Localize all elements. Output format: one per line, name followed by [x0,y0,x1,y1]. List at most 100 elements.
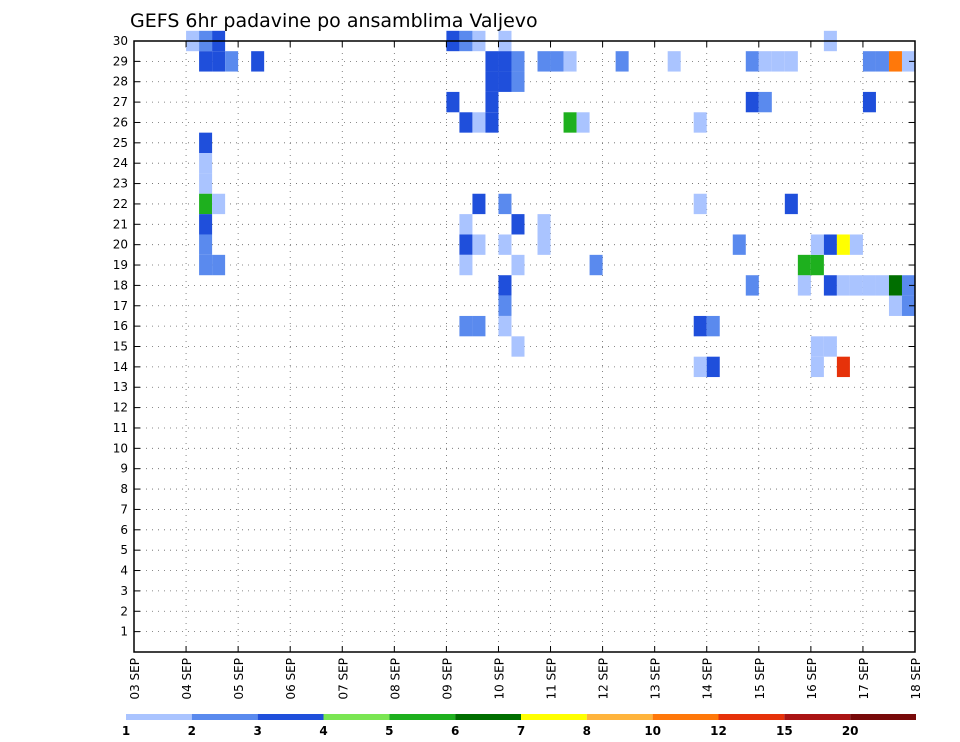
heatmap-cell [615,51,629,72]
y-tick-label: 21 [113,217,128,231]
heatmap-cell [875,51,889,72]
y-tick-label: 24 [113,156,128,170]
heatmap-cell [459,315,473,337]
heatmap-cell [537,51,551,72]
y-tick-label: 9 [120,462,128,476]
heatmap-cell [849,275,863,296]
colorbar-label: 12 [710,724,727,738]
y-tick-label: 16 [113,319,128,333]
heatmap-cell [199,51,213,72]
heatmap-cell [758,51,772,72]
plot-cells [186,30,915,378]
heatmap-cell [199,132,213,154]
colorbar-label: 2 [188,724,196,738]
heatmap-cell [199,173,213,194]
y-tick-label: 19 [113,258,128,272]
heatmap-cell [212,254,226,276]
heatmap-cell [485,71,499,92]
heatmap-cell [537,234,551,255]
heatmap-cell [745,51,759,72]
heatmap-cell [563,112,577,133]
heatmap-cell [212,193,226,215]
colorbar-swatch [521,714,587,720]
y-tick-label: 17 [113,299,128,313]
heatmap-cell [888,51,902,72]
heatmap-cell [901,295,915,316]
heatmap-cell [199,214,213,235]
heatmap-cell [810,336,824,357]
heatmap-cell [888,295,902,316]
y-tick-label: 1 [120,625,128,639]
heatmap-cell [498,315,512,337]
heatmap-cell [537,214,551,235]
heatmap-cell [199,254,213,276]
heatmap-cell [511,71,525,92]
x-tick-label: 05 SEP [232,658,246,700]
y-tick-label: 8 [120,482,128,496]
y-tick-label: 13 [113,380,128,394]
colorbar-swatch [126,714,192,720]
heatmap-cell [511,51,525,72]
heatmap-cell [485,112,499,133]
y-tick-label: 4 [120,564,128,578]
colorbar-legend: 1 2 3 4 5 6 7 8 10 12 15 20 [122,714,916,738]
y-tick-label: 14 [113,360,128,374]
colorbar-label: 4 [319,724,327,738]
x-tick-label: 06 SEP [284,658,298,700]
heatmap-cell [693,315,707,337]
y-tick-label: 3 [120,584,128,598]
y-tick-label: 7 [120,502,128,516]
x-tick-label: 13 SEP [649,658,663,700]
heatmap-cell [459,254,473,276]
y-tick-label: 25 [113,136,128,150]
colorbar-label: 3 [253,724,261,738]
heatmap-cell [693,193,707,215]
heatmap-cell [563,51,577,72]
heatmap-cell [836,356,850,378]
colorbar-label: 7 [517,724,525,738]
heatmap-cell [446,91,460,113]
heatmap-cell [511,254,525,276]
colorbar-label: 10 [644,724,661,738]
y-tick-label: 27 [113,95,128,109]
x-tick-label: 16 SEP [805,658,819,700]
y-tick-label: 26 [113,115,128,129]
heatmap-cell [875,275,889,296]
colorbar-label: 1 [122,724,130,738]
heatmap-cell [901,275,915,296]
heatmap-cell [485,91,499,113]
colorbar-swatch [455,714,521,720]
heatmap-cell [459,214,473,235]
y-tick-label: 12 [113,401,128,415]
y-tick-label: 22 [113,197,128,211]
y-tick-label: 6 [120,523,128,537]
heatmap-cell [836,234,850,255]
heatmap-cell [862,91,876,113]
colorbar-label: 8 [583,724,591,738]
x-tick-label: 17 SEP [857,658,871,700]
colorbar-swatch [323,714,390,720]
colorbar-label: 5 [385,724,393,738]
y-tick-label: 5 [120,543,128,557]
x-tick-label: 18 SEP [909,658,923,700]
colorbar-label: 20 [842,724,859,738]
heatmap-cell [797,254,811,276]
heatmap-cell [498,295,512,316]
heatmap-cell [225,51,239,72]
chart-title: GEFS 6hr padavine po ansamblima Valjevo [130,10,538,32]
heatmap-cell [823,275,837,296]
y-axis-ticks: 1234567891011121314151617181920212223242… [113,34,915,639]
colorbar-label: 15 [776,724,793,738]
colorbar-swatch [257,714,324,720]
colorbar-swatch [652,714,719,720]
heatmap-cell [888,275,902,296]
heatmap-cell [498,71,512,92]
heatmap-cell [810,234,824,255]
heatmap-cell [251,51,265,72]
heatmap-cell [823,336,837,357]
x-axis-ticks: 03 SEP 04 SEP 05 SEP 06 SEP 07 SEP 08 SEP 09 S… [128,41,923,700]
heatmap-cell [459,234,473,255]
heatmap-cell [511,214,525,235]
heatmap-cell [576,112,590,133]
